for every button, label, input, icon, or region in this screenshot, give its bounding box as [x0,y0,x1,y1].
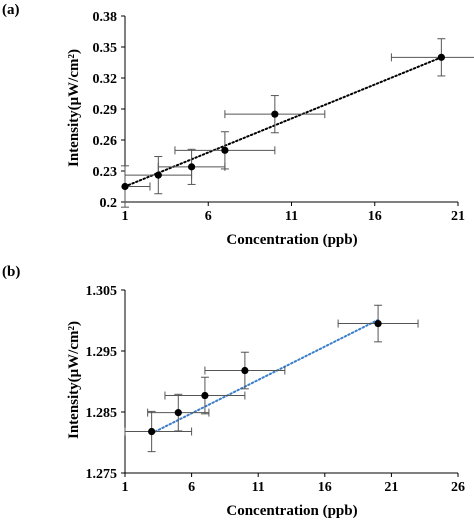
data-point [148,427,156,436]
panel-a-x-ticks: 1 6 11 16 21 [122,202,465,224]
data-point [154,171,162,179]
x-tick-label: 1 [122,209,129,224]
data-point [374,319,382,328]
trendline [124,56,443,188]
y-tick-label: 0.23 [93,165,118,180]
panel-a-label: (a) [2,2,20,18]
data-point [121,182,129,191]
y-tick-label: 0.2 [100,196,118,211]
y-tick-label: 0.35 [93,41,118,56]
x-tick-label: 1 [122,480,129,495]
y-tick-label: 1.275 [86,467,118,482]
x-tick-label: 11 [252,480,265,495]
data-point [437,53,445,61]
x-tick-label: 16 [368,209,382,224]
panel-b-y-axis-title: Intensity(μW/cm²) [66,321,82,439]
y-tick-label: 0.38 [93,10,118,25]
y-tick-label: 0.29 [93,103,118,118]
data-point [188,163,196,171]
y-tick-label: 1.295 [86,345,118,360]
y-tick-label: 1.305 [86,284,118,299]
panel-a-x-axis-title: Concentration (ppb) [226,232,357,248]
x-tick-label: 21 [451,209,465,224]
x-tick-label: 16 [318,480,332,495]
y-tick-label: 0.32 [93,72,118,87]
data-point [221,146,229,154]
panel-a-plot-area [121,16,474,208]
panel-b-x-ticks: 1 6 11 16 21 26 [122,473,465,495]
data-point [201,391,209,400]
panel-b-plot-area [124,290,458,474]
data-point [271,110,279,118]
x-tick-label: 21 [384,480,398,495]
x-tick-label: 26 [451,480,465,495]
panel-a: (a) 0.20.230.260.290.320.350.38 1 6 11 16 21… [2,2,474,248]
panel-b-label: (b) [2,264,20,280]
trendline [150,318,380,435]
panel-a-y-axis-title: Intensity(μW/cm²) [66,49,82,167]
y-tick-label: 1.285 [86,406,118,421]
data-point [241,366,249,375]
x-tick-label: 11 [285,209,298,224]
x-tick-label: 6 [188,480,195,495]
x-tick-label: 6 [205,209,212,224]
panel-b-y-ticks: 1.275 1.285 1.295 1.305 [86,284,125,482]
y-tick-label: 0.26 [93,134,118,149]
panel-b-x-axis-title: Concentration (ppb) [226,503,357,519]
panel-a-y-ticks: 0.2 0.23 0.26 0.29 0.32 0.35 0.38 [93,10,125,211]
data-point [174,409,182,417]
